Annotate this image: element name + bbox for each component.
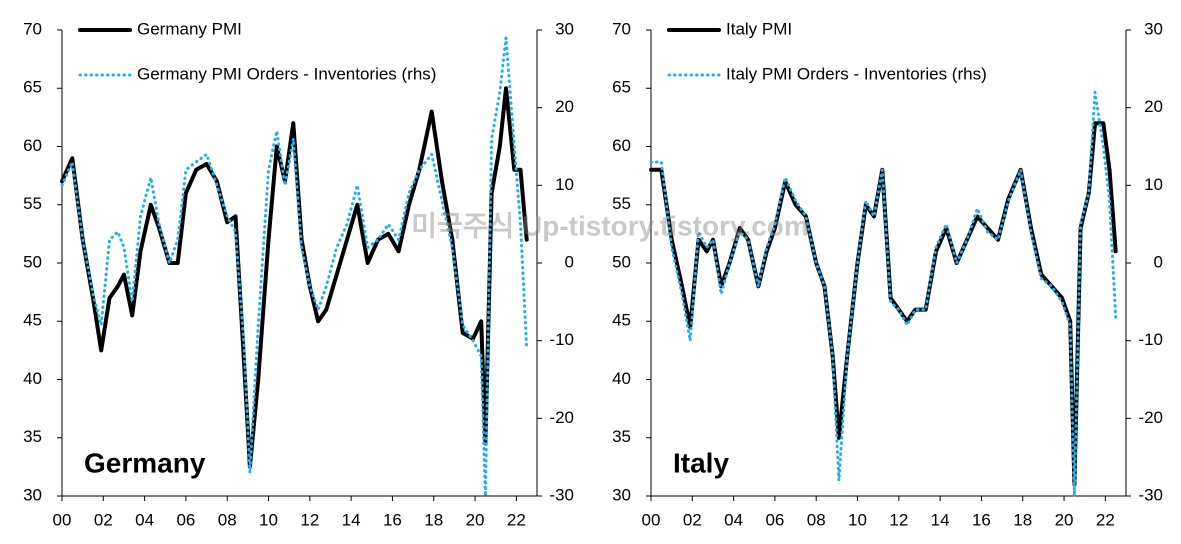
x-tick-label: 10 [848, 510, 867, 529]
series-line [649, 90, 1118, 498]
y2-tick-label: 20 [1144, 97, 1163, 116]
y-tick-label: 30 [23, 485, 42, 504]
y2-tick-label: 10 [1144, 175, 1163, 194]
x-tick-label: 18 [424, 510, 443, 529]
x-tick-label: 16 [972, 510, 991, 529]
y-tick-label: 40 [23, 369, 42, 388]
y-tick-label: 50 [23, 252, 42, 271]
series-line [60, 36, 529, 498]
x-tick-label: 22 [1096, 510, 1115, 529]
y-tick-label: 45 [612, 311, 631, 330]
y-tick-label: 55 [612, 194, 631, 213]
y-tick-label: 60 [23, 136, 42, 155]
y2-tick-label: 0 [1154, 252, 1163, 271]
y-tick-label: 55 [23, 194, 42, 213]
x-tick-label: 06 [176, 510, 195, 529]
x-tick-label: 06 [765, 510, 784, 529]
x-tick-label: 20 [1055, 510, 1074, 529]
y-tick-label: 50 [612, 252, 631, 271]
y-tick-label: 45 [23, 311, 42, 330]
y2-tick-label: 0 [565, 252, 574, 271]
x-tick-label: 08 [807, 510, 826, 529]
y-tick-label: 40 [612, 369, 631, 388]
x-tick-label: 00 [53, 510, 72, 529]
y2-tick-label: -10 [1138, 330, 1163, 349]
x-tick-label: 20 [466, 510, 485, 529]
panel-annotation: Italy [673, 447, 729, 478]
y2-tick-label: -20 [1138, 408, 1163, 427]
x-tick-label: 04 [135, 510, 154, 529]
x-tick-label: 18 [1013, 510, 1032, 529]
y-tick-label: 70 [612, 19, 631, 38]
x-tick-label: 02 [94, 510, 113, 529]
legend-label: Germany PMI [137, 19, 242, 38]
y2-tick-label: 20 [555, 97, 574, 116]
y-tick-label: 65 [612, 78, 631, 97]
x-tick-label: 04 [724, 510, 743, 529]
y2-tick-label: 10 [555, 175, 574, 194]
x-tick-label: 12 [889, 510, 908, 529]
y2-tick-label: -20 [549, 408, 574, 427]
x-tick-label: 00 [642, 510, 661, 529]
watermark: 미국주식 Up-tistory.tistory.com [411, 210, 809, 241]
y-tick-label: 60 [612, 136, 631, 155]
legend-label: Italy PMI Orders - Inventories (rhs) [726, 64, 987, 83]
legend-label: Italy PMI [726, 19, 792, 38]
y2-tick-label: 30 [555, 19, 574, 38]
y-tick-label: 35 [612, 427, 631, 446]
y-tick-label: 30 [612, 485, 631, 504]
y-tick-label: 35 [23, 427, 42, 446]
y2-tick-label: -10 [549, 330, 574, 349]
x-tick-label: 16 [383, 510, 402, 529]
y2-tick-label: 30 [1144, 19, 1163, 38]
x-tick-label: 14 [931, 510, 950, 529]
series-line [649, 121, 1118, 487]
y-tick-label: 70 [23, 19, 42, 38]
y2-tick-label: -30 [549, 485, 574, 504]
y2-tick-label: -30 [1138, 485, 1163, 504]
x-tick-label: 10 [259, 510, 278, 529]
x-tick-label: 14 [342, 510, 361, 529]
y-tick-label: 65 [23, 78, 42, 97]
x-tick-label: 08 [218, 510, 237, 529]
series-line [60, 86, 529, 469]
x-tick-label: 22 [507, 510, 526, 529]
panel-annotation: Germany [84, 447, 206, 478]
x-tick-label: 12 [300, 510, 319, 529]
x-tick-label: 02 [683, 510, 702, 529]
legend-label: Germany PMI Orders - Inventories (rhs) [137, 64, 436, 83]
